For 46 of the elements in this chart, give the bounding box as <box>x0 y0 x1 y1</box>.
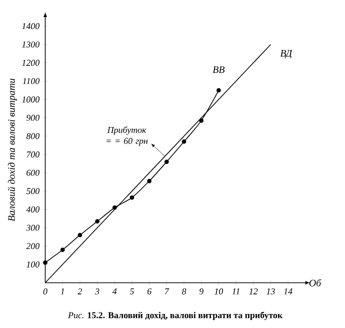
x-tick-label: 8 <box>182 288 186 294</box>
point <box>130 195 134 200</box>
x-tick-label: 6 <box>147 288 152 294</box>
y-tick-label: 1000 <box>22 96 40 102</box>
y-tick-label: 200 <box>26 243 40 250</box>
series-label: ВВ <box>212 66 225 73</box>
point <box>43 260 48 265</box>
series-label: ВД <box>280 50 293 58</box>
x-tick-label: 1 <box>60 288 64 294</box>
point <box>112 205 117 210</box>
y-tick-label: 500 <box>26 188 40 194</box>
x-tick-label: 14 <box>284 288 292 294</box>
y-tick-label: 600 <box>26 170 40 176</box>
y-tick-label: 800 <box>26 133 40 140</box>
x-axis-title: Об <box>309 279 322 286</box>
x-tick-label: 4 <box>112 288 117 294</box>
point <box>78 232 82 238</box>
x-tick-label: 2 <box>78 288 82 294</box>
x-tick-label: 5 <box>130 288 134 294</box>
y-tick-label: 700 <box>26 151 40 158</box>
x-tick-label: 9 <box>199 288 204 294</box>
x-tick-label: 10 <box>214 288 224 294</box>
y-tick-label: 100 <box>26 261 40 268</box>
x-tick-label: 13 <box>266 288 275 294</box>
x-tick-label: 11 <box>232 288 240 294</box>
text: Рис. 15.2. Валовий дохід, валові витрати та прибуток <box>68 312 283 320</box>
point <box>164 160 169 164</box>
y-tick-label: 1400 <box>22 23 40 30</box>
y-tick-label: 300 <box>26 224 40 231</box>
x-tick-label: 3 <box>95 288 100 294</box>
point <box>216 88 221 92</box>
point <box>199 118 204 123</box>
point <box>182 139 186 144</box>
point <box>95 219 100 224</box>
x-tick-label: 12 <box>249 288 258 294</box>
y-tick-label: 1200 <box>22 60 40 66</box>
y-tick-label: 1100 <box>22 78 40 84</box>
x-tick-label: 0 <box>43 288 48 294</box>
y-tick-label: 900 <box>26 114 40 121</box>
x-tick-label: 7 <box>164 288 170 294</box>
y-tick-label: 400 <box>26 206 40 212</box>
y-axis-title: Валовий дохід та валові витрати <box>8 78 17 222</box>
y-tick-label: 1300 <box>22 41 40 48</box>
point <box>147 178 152 184</box>
point <box>60 248 65 252</box>
annotation: Прибуток = = 60 грн <box>106 126 148 146</box>
